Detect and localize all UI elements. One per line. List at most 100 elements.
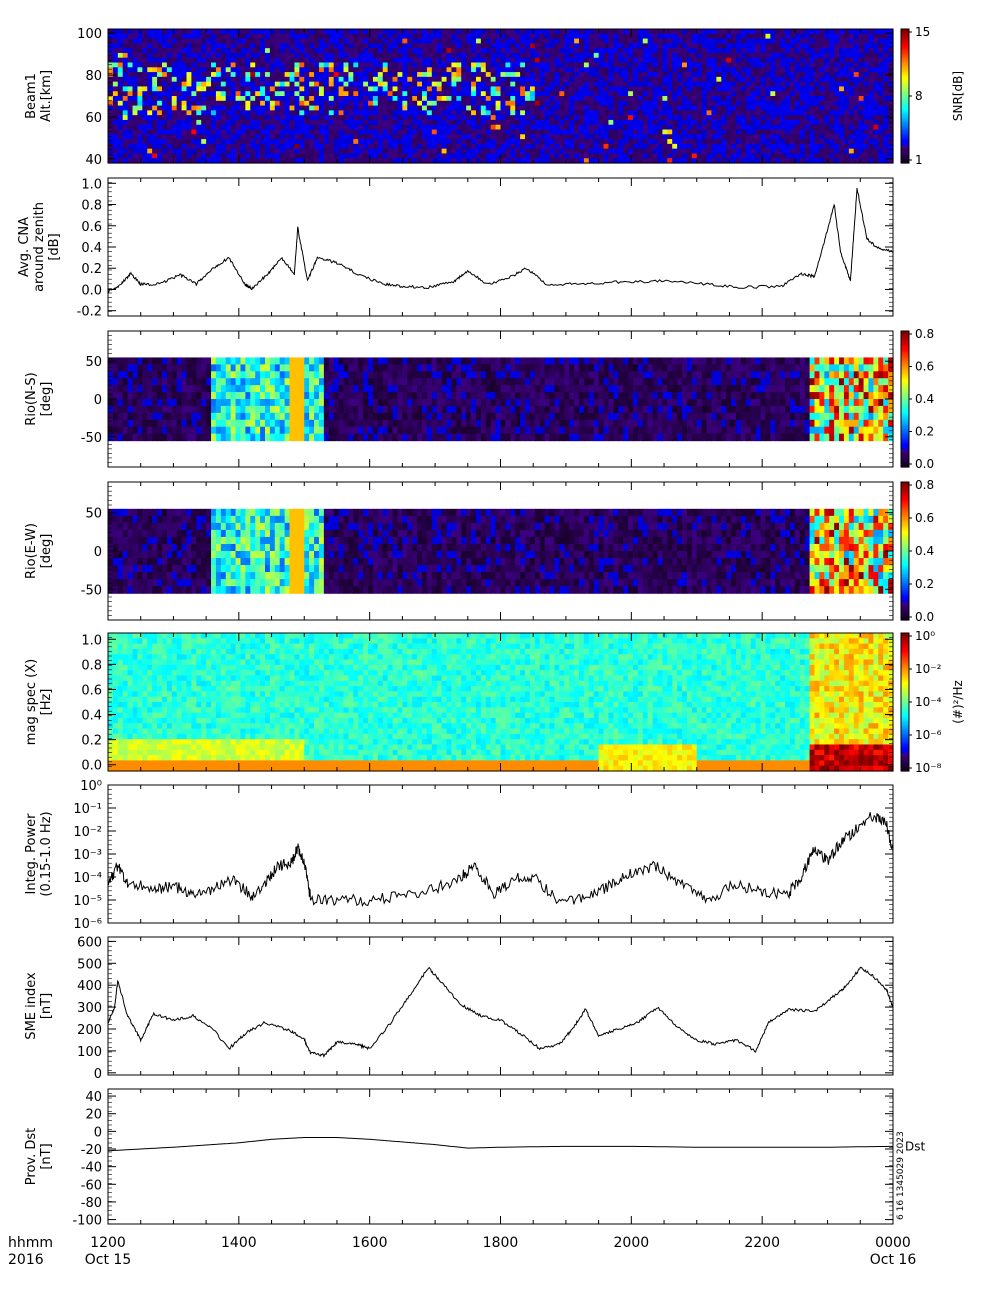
heatmap-cell [471, 158, 477, 164]
heatmap-cell [657, 100, 664, 107]
heatmap-cell [171, 385, 178, 393]
colorbar-cell [901, 113, 909, 117]
heatmap-cell [686, 139, 693, 145]
heatmap-cell [878, 124, 884, 131]
heatmap-cell [387, 143, 394, 150]
heatmap-cell [549, 96, 556, 102]
heatmap-cell [475, 86, 482, 92]
heatmap-cell [726, 119, 732, 126]
heatmap-cell [279, 119, 286, 126]
heatmap-cell [304, 100, 310, 107]
heatmap-cell [348, 153, 354, 159]
heatmap-cell [686, 86, 693, 92]
heatmap-cell [260, 405, 266, 414]
heatmap-cell [485, 124, 492, 131]
heatmap-cell [299, 153, 305, 159]
heatmap-cell [628, 86, 634, 92]
heatmap-cell [652, 91, 659, 97]
heatmap-cell [446, 100, 453, 107]
heatmap-cell [436, 110, 443, 116]
heatmap-cell [230, 119, 237, 126]
heatmap-cell [382, 143, 389, 150]
heatmap-cell [819, 43, 825, 49]
heatmap-cell [642, 124, 649, 131]
colorbar-cell [901, 62, 909, 66]
heatmap-cell [181, 29, 188, 35]
heatmap-cell [544, 148, 551, 155]
heatmap-cell [265, 148, 271, 155]
heatmap-cell [147, 357, 153, 365]
heatmap-cell [520, 33, 526, 40]
heatmap-cell [191, 72, 197, 78]
heatmap-cell [554, 43, 560, 49]
heatmap-cell [613, 29, 619, 35]
heatmap-cell [191, 392, 197, 400]
heatmap-cell [436, 100, 443, 107]
heatmap-cell [431, 43, 438, 49]
heatmap-cell [750, 48, 757, 54]
heatmap-cell [475, 110, 482, 116]
heatmap-cell [736, 86, 742, 92]
heatmap-cell [785, 143, 791, 150]
heatmap-cell [181, 139, 188, 145]
heatmap-cell [657, 134, 664, 140]
heatmap-cell [858, 143, 865, 150]
heatmap-cell [343, 62, 350, 68]
heatmap-cell [701, 81, 708, 88]
heatmap-cell [132, 399, 139, 407]
heatmap-cell [789, 129, 796, 135]
heatmap-cell [789, 62, 796, 68]
heatmap-cell [848, 110, 855, 116]
heatmap-cell [706, 86, 713, 92]
heatmap-cell [147, 43, 153, 49]
heatmap-cell [843, 96, 850, 102]
heatmap-cell [647, 134, 654, 140]
heatmap-cell [225, 57, 232, 64]
heatmap-cell [554, 148, 560, 155]
heatmap-cell [230, 385, 237, 393]
heatmap-cell [839, 33, 845, 40]
heatmap-cell [598, 33, 605, 40]
heatmap-cell [711, 119, 717, 126]
heatmap-cell [775, 86, 781, 92]
heatmap-cell [426, 153, 433, 159]
heatmap-cell [613, 110, 619, 116]
heatmap-cell [711, 139, 717, 145]
heatmap-cell [789, 67, 796, 73]
heatmap-cell [108, 105, 114, 111]
heatmap-cell [117, 91, 124, 97]
heatmap-cell [696, 76, 703, 83]
heatmap-cell [446, 105, 453, 111]
heatmap-cell [456, 100, 462, 107]
heatmap-cell [338, 33, 345, 40]
heatmap-cell [785, 110, 791, 116]
heatmap-cell [520, 43, 526, 49]
heatmap-cell [848, 67, 855, 73]
heatmap-cell [740, 72, 747, 78]
heatmap-cell [549, 124, 556, 131]
heatmap-cell [682, 119, 688, 126]
heatmap-cell [750, 124, 757, 131]
heatmap-cell [804, 119, 811, 126]
heatmap-cell [255, 81, 261, 88]
heatmap-cell [245, 67, 251, 73]
heatmap-cell [348, 100, 354, 107]
heatmap-cell [618, 72, 624, 78]
heatmap-cell [279, 43, 286, 49]
heatmap-cell [372, 38, 379, 44]
heatmap-cell [667, 124, 673, 131]
heatmap-cell [201, 134, 207, 140]
heatmap-cell [284, 115, 291, 121]
heatmap-cell [510, 57, 516, 64]
heatmap-cell [201, 158, 207, 164]
heatmap-cell [318, 139, 325, 145]
heatmap-cell [250, 158, 256, 164]
heatmap-cell [549, 148, 556, 155]
heatmap-cell [623, 110, 629, 116]
heatmap-cell [701, 139, 708, 145]
heatmap-cell [677, 139, 683, 145]
heatmap-cell [677, 124, 683, 131]
heatmap-cell [289, 48, 296, 54]
heatmap-cell [108, 86, 114, 92]
heatmap-cell [755, 134, 762, 140]
